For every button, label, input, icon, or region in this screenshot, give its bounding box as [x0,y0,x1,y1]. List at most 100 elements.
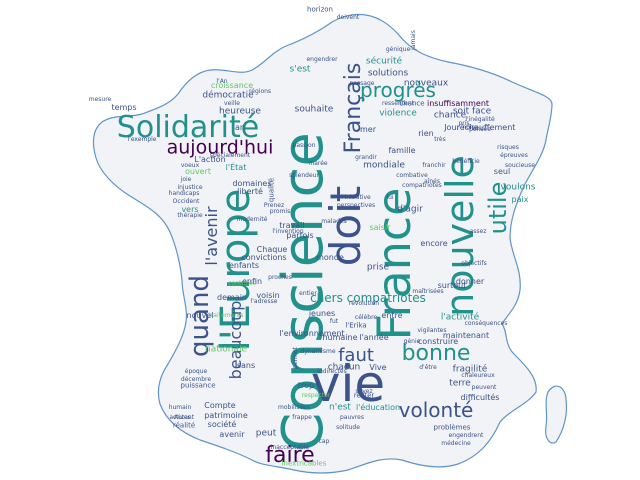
cloud-word-volonte: volonté [398,398,474,422]
cloud-word-nouveaux: nouveaux [403,78,449,89]
cloud-word-regions: régions [248,88,272,95]
cloud-word-sans: sans [236,361,256,370]
cloud-word-prise: prise [366,262,390,273]
cloud-word-leducation: l'éducation [355,403,401,412]
cloud-word-dagir: d'agir [397,204,423,215]
cloud-word-qualite: qualité [267,177,276,203]
cloud-word-actives: actives [169,414,191,421]
cloud-word-ouvert: ouvert [184,167,212,176]
cloud-word-medecine: médecine [441,440,471,447]
cloud-word-monde: monde [316,253,344,262]
cloud-word-surtout: surtout [437,281,467,290]
cloud-word-mer: mer [359,125,377,134]
cloud-word-chaque: Chaque [256,245,288,254]
cloud-word-trop: trop [297,381,315,390]
cloud-word-humaine: humaine [322,333,358,342]
cloud-word-celebre: célèbre [354,314,378,321]
cloud-word-assez: assez [469,228,487,235]
cloud-word-humain: humain [168,404,192,411]
cloud-word-engendrent: engendrent [448,432,484,439]
cloud-word-dynamisme: dynamisme [300,348,336,355]
cloud-word-inacceptable: inacceptable [270,444,310,451]
cloud-word-modernite: modernité [236,216,268,223]
cloud-word-promis: promis [269,208,291,215]
cloud-word-epreuves: épreuves [500,152,528,159]
cloud-word-construire: construire [417,337,459,346]
corsica-shape [545,385,568,444]
cloud-word-aines: aînés [424,178,440,185]
cloud-word-proches: proches [268,274,292,281]
cloud-word-revolution: révolution [348,300,380,307]
cloud-word-securite: sécurité [365,56,403,67]
cloud-word-progres: progrès [360,78,436,102]
cloud-word-democratie: démocratie [202,90,254,101]
cloud-word-joie: joie [180,176,192,183]
cloud-word-indirectes: indirectes [317,368,347,375]
cloud-word-tres: très [434,136,446,143]
cloud-word-famille: famille [388,146,416,155]
cloud-word-specialement: spécialement [209,152,251,159]
cloud-word-aujourdhui: aujourd'hui [166,136,274,159]
cloud-word-chacun: chacun [327,362,361,373]
cloud-word-traitements: traitements [208,312,244,319]
cloud-word-compte: Compte [204,401,236,410]
cloud-word-nouvelle: nouvelle [438,155,482,317]
cloud-word-lavenir: l'avenir [202,206,221,266]
cloud-word-enfants: enfants [228,261,260,270]
cloud-word-mondiale: mondiale [363,160,405,171]
cloud-word-rien: rien [418,129,434,138]
cloud-word-solutions: solutions [367,68,409,79]
cloud-word-difficultes: difficultés [460,393,500,402]
cloud-word-francais: Français [341,62,366,154]
cloud-word-mobilisees: mobilisées [278,404,310,411]
cloud-word-ressentent: ressentent [382,100,414,107]
cloud-word-linegalite: l'inégalité [465,116,495,123]
cloud-word-lerika: l'Erika [345,321,367,330]
cloud-word-rester: rester [353,391,375,400]
cloud-word-lexemple: l'exemple [127,136,157,143]
cloud-word-heureuse: heureuse [219,106,261,117]
cloud-word-ladresse: l'adresse [250,298,278,305]
france-mainland-shape [92,13,553,474]
cloud-word-inextricables: inextricables [281,459,327,468]
cloud-word-lui: lui [386,194,394,201]
cloud-word-vigilantes: vigilantes [417,327,447,334]
cloud-word-maitrisees: maîtrisées [412,288,444,295]
cloud-word-beneficie: bénéficie [452,158,480,165]
cloud-word-soit-face: soit face [452,106,492,117]
cloud-word-insuffisamment: insuffisamment [426,99,490,108]
cloud-word-doivent: doivent [336,14,360,21]
cloud-word-veille: veille [224,100,240,107]
cloud-word-temps: temps [111,103,137,112]
cloud-word-solidarite: Solidarité [116,110,260,145]
cloud-word-compatriotes: compatriotes [402,182,442,189]
cloud-word-passion: passion [292,142,316,149]
cloud-word-perspectives: perspectives [336,202,376,209]
cloud-word-domaines: domaines [232,179,272,188]
cloud-word-vive: Vive [369,363,387,372]
cloud-word-peut: peut [255,428,277,439]
cloud-word-vers: vers [181,205,199,214]
cloud-word-handicaps: handicaps [168,190,200,197]
cloud-word-detre: d'être [419,364,437,371]
cloud-word-enfin: enfin [241,277,263,286]
cloud-word-fut: fut [329,318,339,325]
cloud-word-entier: entier [299,290,317,297]
cloud-word-risques: risques [497,144,519,151]
cloud-word-horizon: horizon [307,5,333,14]
cloud-word-decembre: décembre [180,376,212,383]
cloud-word-encore: encore [420,239,448,248]
cloud-word-grandir: grandir [355,154,377,161]
cloud-word-jeunes: jeunes [308,309,336,318]
cloud-word-terre: terre [449,378,471,389]
cloud-word-voeux: voeux [180,162,200,169]
cloud-word-splendeur: splendeur [289,172,319,179]
cloud-word-combative: combative [396,172,428,179]
cloud-word-mesure: mesure [88,96,112,103]
cloud-word-occident: Occident [172,198,200,205]
cloud-word-injustice: injustice [177,184,203,191]
cloud-word-nationale: nationale [204,344,248,355]
cloud-word-consequences: conséquences [464,320,508,327]
cloud-word-pauvres: pauvres [340,414,364,421]
cloud-word-frappe: frappe [292,414,312,421]
